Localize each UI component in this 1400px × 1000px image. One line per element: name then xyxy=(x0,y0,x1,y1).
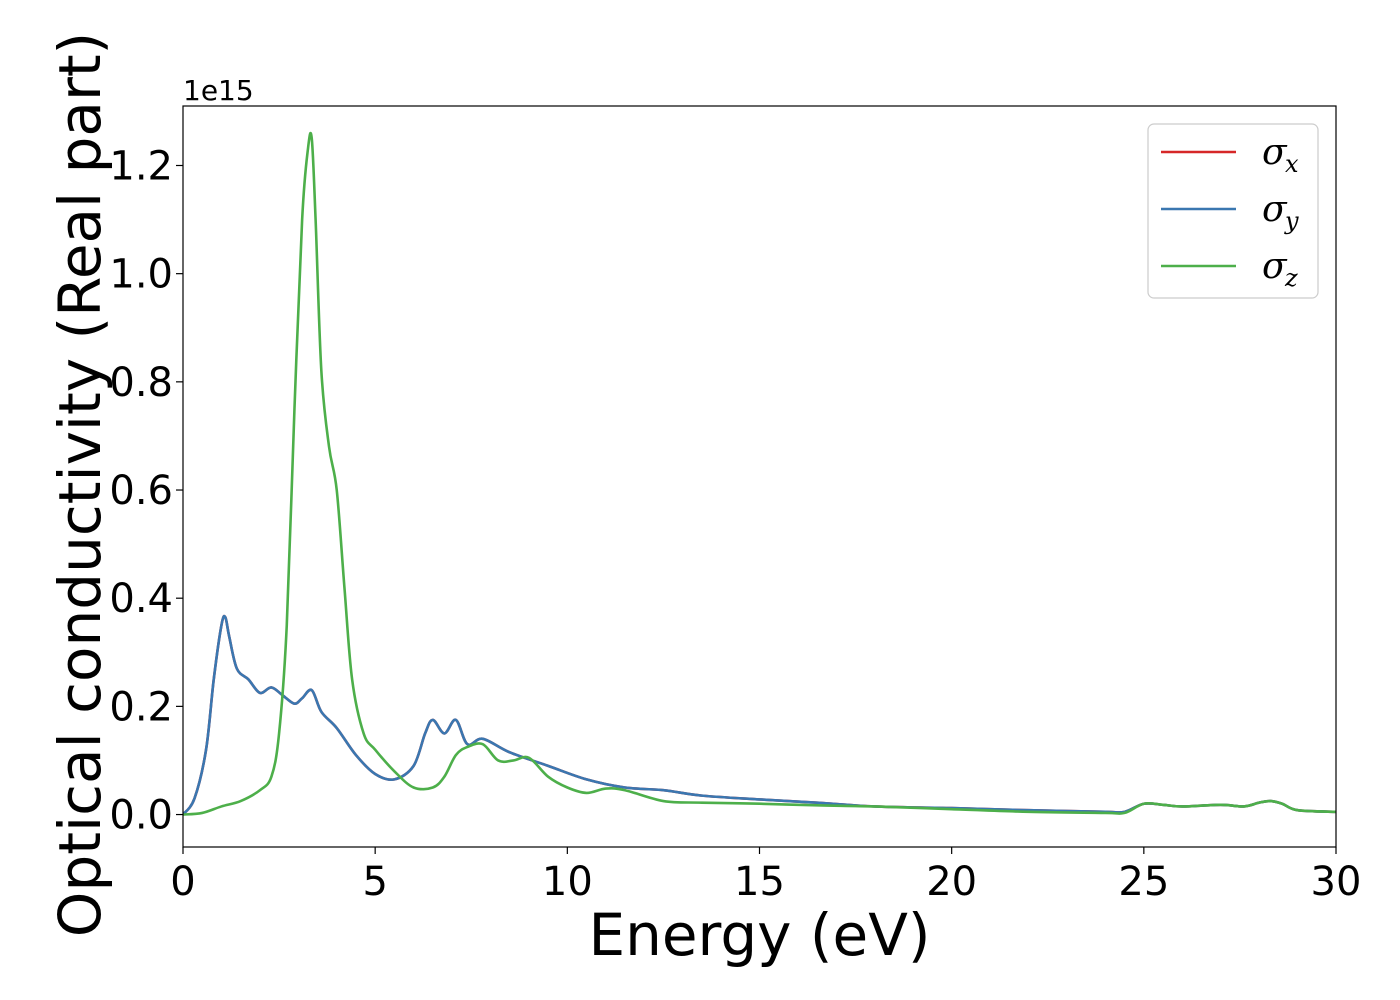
x-tick-label: 0 xyxy=(170,859,195,905)
legend-subscript-z: z xyxy=(1284,264,1298,292)
y-offset-label: 1e15 xyxy=(183,74,254,107)
x-axis-title: Energy (eV) xyxy=(588,901,930,969)
legend-subscript-x: x xyxy=(1285,150,1299,178)
series-line-x xyxy=(183,614,1336,816)
x-tick-label: 10 xyxy=(542,859,593,905)
y-tick-label: 0.4 xyxy=(109,576,173,622)
legend-box xyxy=(1147,123,1319,299)
x-tick-label: 25 xyxy=(1118,859,1169,905)
y-tick-label: 0.6 xyxy=(109,468,173,514)
y-tick-label: 0.0 xyxy=(109,793,173,839)
y-axis: 0.0 0.2 0.4 0.6 0.8 1.0 1.2 xyxy=(109,143,183,839)
y-tick-label: 1.2 xyxy=(109,143,173,189)
x-tick-label: 5 xyxy=(362,859,387,905)
y-tick-label: 1.0 xyxy=(109,252,173,298)
legend-subscript-y: y xyxy=(1284,207,1299,235)
legend-label-y: σ xyxy=(1262,189,1288,230)
x-tick-label: 30 xyxy=(1311,859,1362,905)
series-line-z xyxy=(183,131,1336,816)
legend-label-z: σ xyxy=(1262,246,1288,287)
series-line-y xyxy=(183,614,1336,816)
x-tick-label: 20 xyxy=(926,859,977,905)
y-tick-label: 0.8 xyxy=(109,360,173,406)
x-axis: 0 5 10 15 20 25 30 xyxy=(170,847,1361,905)
plot-area xyxy=(183,131,1336,816)
y-tick-label: 0.2 xyxy=(109,684,173,730)
x-tick-label: 15 xyxy=(734,859,785,905)
legend-label-x: σ xyxy=(1262,132,1288,173)
y-axis-title: Optical conductivity (Real part) xyxy=(46,32,114,937)
